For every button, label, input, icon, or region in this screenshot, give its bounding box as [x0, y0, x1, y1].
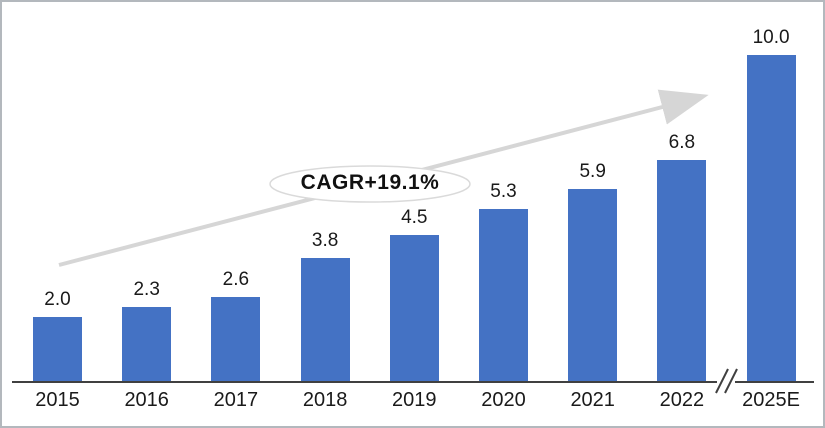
bar — [479, 209, 528, 382]
x-axis-label: 2017 — [213, 389, 259, 411]
bar-value-label: 2.6 — [222, 269, 250, 290]
bar — [568, 189, 618, 382]
x-axis-label: 2021 — [570, 389, 615, 411]
bar-value-label: 5.9 — [579, 161, 606, 182]
bar-value-label: 10.0 — [752, 27, 790, 48]
x-axis-line — [12, 381, 814, 383]
x-axis-label: 2020 — [481, 389, 526, 411]
bar-value-label: 6.8 — [668, 132, 696, 153]
bar — [746, 55, 796, 382]
cagr-annotation: CAGR+19.1% — [300, 171, 440, 194]
x-axis-label: 2015 — [35, 389, 80, 411]
x-axis-label: 2025E — [742, 389, 801, 411]
bar — [389, 235, 439, 382]
bar-value-label: 4.5 — [401, 207, 428, 228]
bar — [33, 317, 82, 382]
x-axis-label: 2019 — [392, 389, 437, 411]
x-axis-label: 2018 — [302, 389, 348, 411]
bar — [657, 160, 707, 382]
bar-value-label: 2.0 — [44, 289, 71, 310]
bar-value-label: 2.3 — [133, 279, 160, 300]
bar-value-label: 5.3 — [490, 181, 517, 202]
bar — [122, 307, 172, 382]
bar — [211, 297, 261, 382]
bar — [300, 258, 350, 382]
x-axis-label: 2022 — [659, 389, 705, 411]
x-axis-label: 2016 — [124, 389, 169, 411]
bar-value-label: 3.8 — [311, 230, 339, 251]
